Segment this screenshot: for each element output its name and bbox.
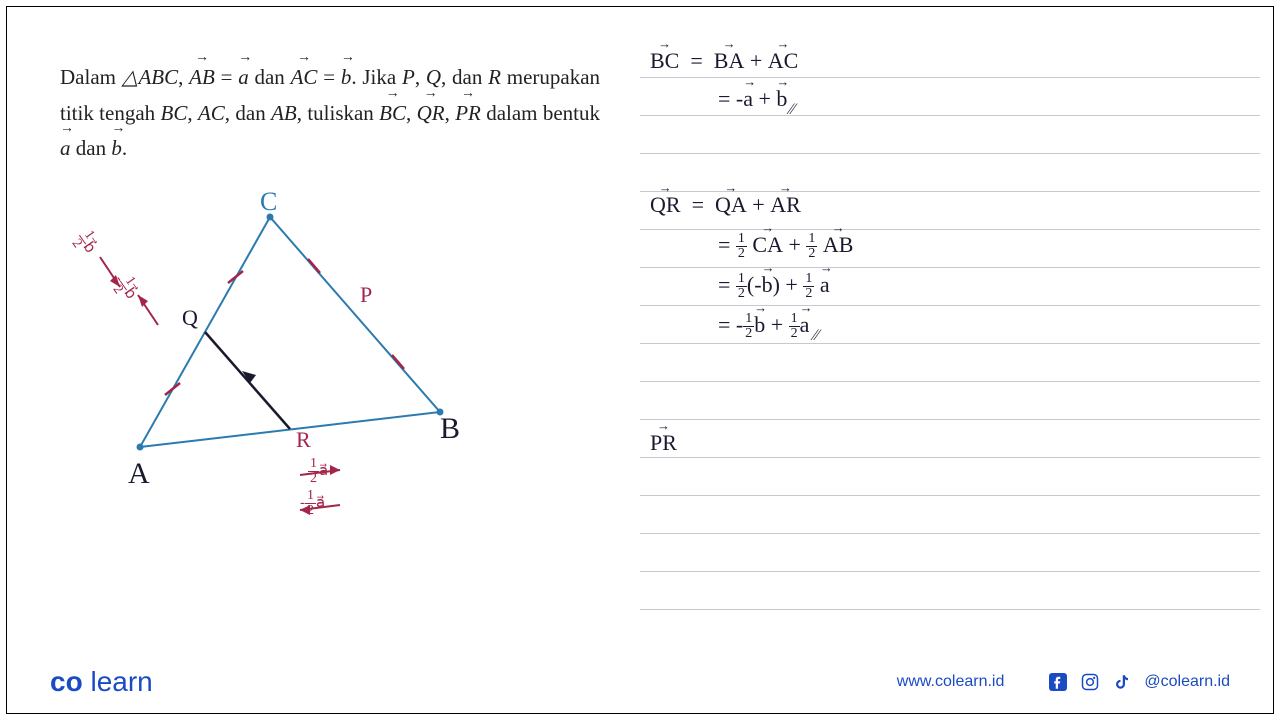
sol-qr-line4: = -12b + 12a⁄⁄	[718, 312, 819, 341]
txt: dan	[71, 136, 112, 160]
brand-logo: co learn	[50, 666, 153, 698]
label-Q: Q	[182, 305, 198, 331]
sol-qr-line3: = 12(-b) + 12 a	[718, 272, 830, 301]
vec-AC: AC	[291, 60, 318, 96]
tiktok-icon	[1112, 672, 1132, 692]
hw-QR: QR	[650, 192, 681, 218]
footer-right: www.colearn.id @colearn.id	[897, 672, 1230, 692]
hw-AC: AC	[768, 48, 799, 74]
txt: .	[122, 136, 127, 160]
problem-statement: Dalam △ABC, AB = a dan AC = b. Jika P, Q…	[60, 60, 600, 167]
facebook-icon	[1048, 672, 1068, 692]
txt: dan	[230, 101, 271, 125]
label-A: A	[128, 457, 150, 491]
hw-QA: QA	[715, 192, 747, 218]
footer-url: www.colearn.id	[897, 673, 1005, 691]
vec-AB: AB	[189, 60, 215, 96]
footer: co learn www.colearn.id @colearn.id	[0, 662, 1280, 702]
txt: dan	[254, 65, 290, 89]
label-C: C	[260, 187, 277, 217]
hw-PR: PR	[650, 430, 677, 456]
sol-qr-line2: = 12 CA + 12 AB	[718, 232, 853, 261]
vec-b: b	[341, 60, 352, 96]
plus: +	[750, 48, 762, 73]
sol-bc-line1: BC = BA + AC	[650, 48, 798, 74]
label-B: B	[440, 412, 460, 446]
vec-PR: PR	[455, 96, 481, 132]
sol-pr: PR	[650, 430, 677, 456]
triangle-name: △ABC	[122, 65, 178, 89]
vec-a: a	[238, 60, 249, 96]
hw-AR: AR	[770, 192, 801, 218]
diagram-svg	[60, 187, 480, 527]
logo-learn: learn	[90, 666, 152, 697]
seg-AB: AB	[271, 101, 297, 125]
vec-BC: BC	[379, 96, 406, 132]
instagram-icon	[1080, 672, 1100, 692]
ann-neg-a-half: -12a⃗	[300, 489, 325, 518]
txt: dalam bentuk	[481, 101, 600, 125]
hw-BC: BC	[650, 48, 679, 74]
txt: , tuliskan	[297, 101, 379, 125]
vec-QR: QR	[417, 96, 445, 132]
footer-handle: @colearn.id	[1144, 673, 1230, 691]
seg-BC: BC	[161, 101, 188, 125]
logo-co: co	[50, 666, 83, 697]
vec-a2: a	[60, 131, 71, 167]
triangle-diagram: C A B P Q R 12b⃗ -12b⃗ 12a⃗ -12a⃗	[60, 187, 480, 527]
hw-BA: BA	[714, 48, 745, 74]
label-P: P	[360, 282, 372, 308]
sol-qr-line1: QR = QA + AR	[650, 192, 801, 218]
vec-b2: b	[111, 131, 122, 167]
pt-R: R	[488, 65, 501, 89]
sol-bc-line2: = -a + b⁄⁄	[718, 86, 795, 112]
txt: Dalam	[60, 65, 122, 89]
label-R: R	[296, 427, 311, 453]
seg-AC: AC	[198, 101, 225, 125]
problem-panel: Dalam △ABC, AB = a dan AC = b. Jika P, Q…	[0, 0, 640, 720]
solution-panel: BC = BA + AC = -a + b⁄⁄ QR = QA + AR = 1…	[640, 0, 1280, 720]
ruled-paper	[640, 40, 1260, 660]
ann-a-half: 12a⃗	[308, 457, 328, 486]
